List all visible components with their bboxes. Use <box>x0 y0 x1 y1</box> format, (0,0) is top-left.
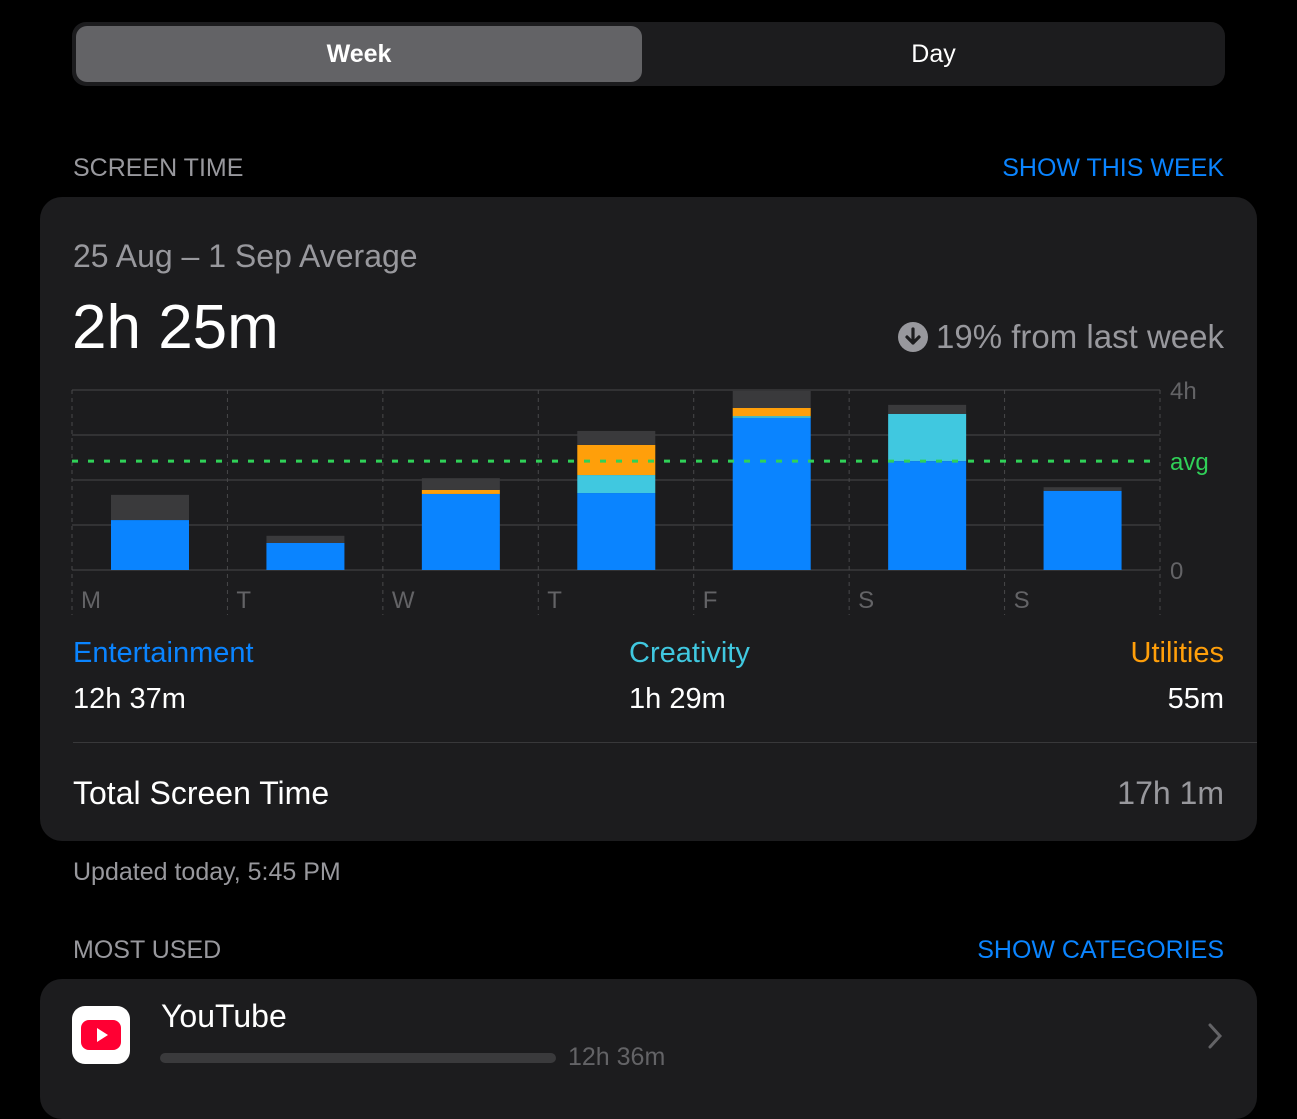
bar-segment-creativity <box>732 416 811 418</box>
arrow-down-circle-icon <box>898 322 929 352</box>
category-time: 55m <box>1167 683 1224 715</box>
divider <box>73 742 1257 743</box>
bar-segment-other <box>111 494 189 521</box>
show-this-week-link[interactable]: SHOW THIS WEEK <box>1002 154 1224 182</box>
category-time: 1h 29m <box>629 683 726 715</box>
bar-segment-other <box>1043 487 1122 491</box>
date-range: 25 Aug – 1 Sep Average <box>73 238 418 274</box>
avg-label: avg <box>1170 449 1209 476</box>
category-utilities: Utilities 55m <box>1131 637 1224 716</box>
bar-segment-creativity <box>888 413 967 462</box>
day-label: S <box>1014 587 1030 614</box>
usage-bar <box>160 1053 556 1063</box>
total-value: 17h 1m <box>1117 775 1224 811</box>
app-row-youtube[interactable]: YouTube 12h 36m <box>40 979 1257 1119</box>
tab-week[interactable]: Week <box>76 26 642 82</box>
most-used-header: MOST USED <box>73 936 222 964</box>
day-label: F <box>703 587 718 614</box>
bar-segment-other <box>577 430 656 445</box>
day-label: T <box>547 587 562 614</box>
day-label: M <box>81 587 101 614</box>
y-tick-label: 4h <box>1170 378 1197 405</box>
updated-text: Updated today, 5:45 PM <box>73 858 341 886</box>
bar-segment-entertainment <box>577 493 656 570</box>
screen-time-header: SCREEN TIME <box>73 154 244 182</box>
bar-segment-entertainment <box>111 520 189 570</box>
total-label: Total Screen Time <box>73 775 330 811</box>
category-time: 12h 37m <box>73 683 186 715</box>
bar-segment-entertainment <box>1043 490 1122 570</box>
change-text: 19% from last week <box>936 318 1224 355</box>
show-categories-link[interactable]: SHOW CATEGORIES <box>977 936 1224 964</box>
day-label: W <box>392 587 415 614</box>
chevron-right-icon <box>1208 1023 1223 1049</box>
app-name: YouTube <box>161 998 287 1034</box>
bar-segment-other <box>421 478 500 490</box>
bar-segment-creativity <box>577 475 656 494</box>
day-label: T <box>236 587 251 614</box>
bar-segment-utilities <box>732 408 811 417</box>
tab-day[interactable]: Day <box>911 39 956 68</box>
bar-segment-other <box>266 535 345 543</box>
bar-segment-other <box>888 404 967 414</box>
app-time: 12h 36m <box>568 1043 666 1071</box>
change-indicator: 19% from last week <box>898 318 1224 356</box>
category-name: Creativity <box>629 637 750 669</box>
average-time: 2h 25m <box>72 293 279 362</box>
bar-segment-utilities <box>421 489 500 494</box>
week-day-segmented-control: Week Day <box>72 22 1225 86</box>
youtube-app-icon <box>72 1006 130 1064</box>
y-tick-label: 0 <box>1170 558 1183 585</box>
category-entertainment: Entertainment 12h 37m <box>73 637 254 716</box>
bar-segment-entertainment <box>266 543 345 570</box>
category-name: Entertainment <box>73 637 254 669</box>
category-name: Utilities <box>1130 637 1224 669</box>
day-label: S <box>858 587 874 614</box>
bar-segment-entertainment <box>732 417 811 570</box>
bar-segment-other <box>732 390 811 408</box>
category-creativity: Creativity 1h 29m <box>629 637 750 716</box>
bar-segment-entertainment <box>421 493 500 570</box>
bar-segment-entertainment <box>888 461 967 570</box>
